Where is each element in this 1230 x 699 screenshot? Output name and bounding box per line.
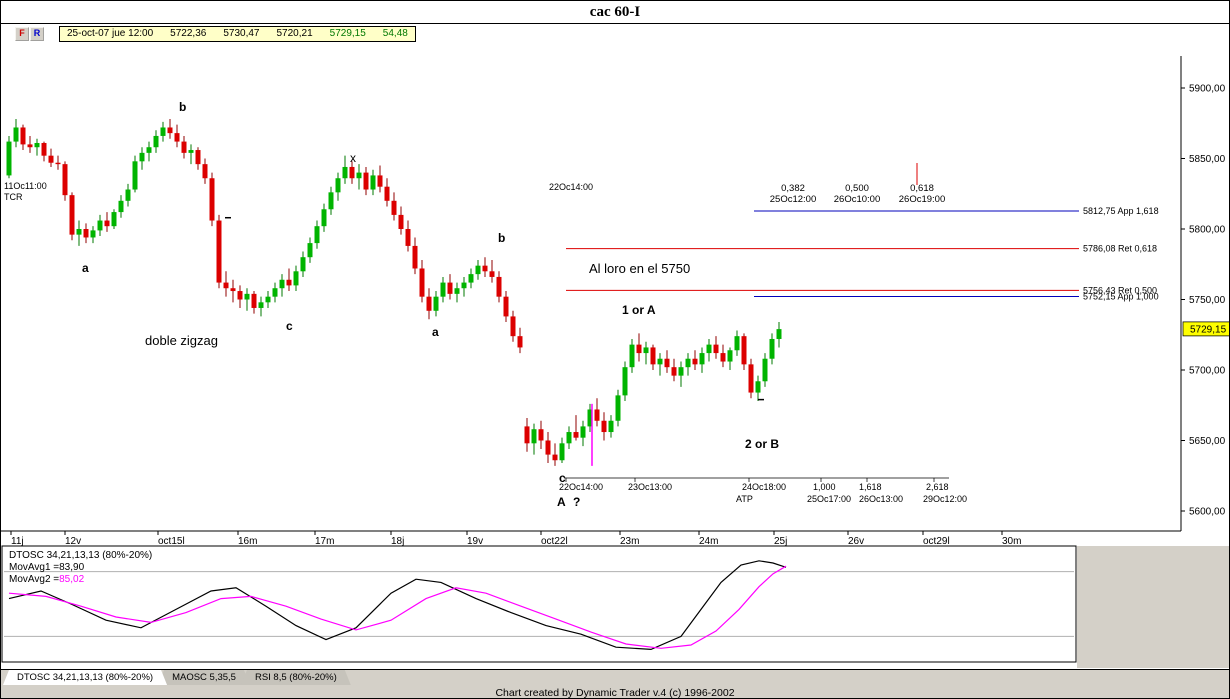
svg-text:1,618: 1,618	[859, 482, 882, 492]
svg-text:5750,00: 5750,00	[1189, 295, 1226, 306]
last-price-badge: 5729,15	[1182, 321, 1229, 337]
svg-text:b: b	[498, 231, 505, 245]
svg-text:5756,43 Ret 0,500: 5756,43 Ret 0,500	[1083, 285, 1157, 295]
svg-text:18j: 18j	[391, 536, 404, 547]
dtosc-line	[8, 560, 787, 651]
svg-text:5786,08 Ret 0,618: 5786,08 Ret 0,618	[1083, 244, 1157, 254]
tab-rsi[interactable]: RSI 8,5 (80%-20%)	[241, 670, 351, 685]
svg-text:5900,00: 5900,00	[1189, 84, 1226, 95]
quote-low: 5720,21	[276, 28, 313, 39]
time-axis: 11j 12v oct15l 16m 17m 18j 19v oct22l 23m 24m 25j 2…	[1, 530, 1181, 547]
oscillator-panel: DTOSC 34,21,13,13 (80%-20%)MovAvg1 =83,9…	[1, 545, 1077, 663]
svg-text:ATP: ATP	[736, 494, 753, 504]
svg-text:23Oc13:00: 23Oc13:00	[628, 482, 672, 492]
svg-text:26Oc19:00: 26Oc19:00	[899, 194, 945, 205]
svg-text:0,618: 0,618	[910, 183, 934, 194]
svg-text:5600,00: 5600,00	[1189, 507, 1226, 518]
bar-markers	[225, 216, 764, 401]
quote-strip: 25-oct-07 jue 12:00 5722,36 5730,47 5720…	[59, 25, 416, 42]
quote-high: 5730,47	[223, 28, 260, 39]
svg-text:oct22l: oct22l	[541, 536, 568, 547]
indicator-tabs: DTOSC 34,21,13,13 (80%-20%) MAOSC 5,35,5…	[1, 670, 1229, 686]
svg-text:a: a	[432, 325, 439, 339]
svg-text:30m: 30m	[1002, 536, 1021, 547]
tab-dtosc[interactable]: DTOSC 34,21,13,13 (80%-20%)	[3, 670, 167, 685]
svg-text:0,500: 0,500	[845, 183, 869, 194]
movavg1-label: MovAvg1 =83,90	[9, 562, 85, 573]
svg-text:25j: 25j	[774, 536, 787, 547]
svg-text:2 or B: 2 or B	[745, 437, 779, 451]
svg-text:1,000: 1,000	[813, 482, 836, 492]
svg-text:24m: 24m	[699, 536, 718, 547]
svg-text:19v: 19v	[467, 536, 483, 547]
svg-text:24Oc18:00: 24Oc18:00	[742, 482, 786, 492]
svg-text:0,382: 0,382	[781, 183, 805, 194]
fib-price-lines: 5812,75 App 1,618 5786,08 Ret 0,618 5756,4…	[566, 206, 1159, 301]
svg-text:26Oc13:00: 26Oc13:00	[859, 494, 903, 504]
svg-text:11j: 11j	[11, 536, 24, 547]
movavg2-label: MovAvg2 =85,02	[9, 574, 85, 585]
movavg2-line	[8, 565, 787, 649]
svg-text:23m: 23m	[620, 536, 639, 547]
footer-credit: Chart created by Dynamic Trader v.4 (c) …	[495, 687, 735, 699]
svg-text:5752,15 App 1,000: 5752,15 App 1,000	[1083, 291, 1159, 301]
svg-text:oct29l: oct29l	[923, 536, 950, 547]
svg-text:b: b	[179, 100, 186, 114]
svg-text:A: A	[557, 495, 566, 509]
svg-text:5812,75 App 1,618: 5812,75 App 1,618	[1083, 206, 1159, 216]
svg-text:12v: 12v	[65, 536, 81, 547]
svg-text:22Oc14:00: 22Oc14:00	[549, 182, 593, 192]
svg-text:?: ?	[573, 495, 580, 509]
svg-text:26v: 26v	[848, 536, 864, 547]
svg-text:5729,15: 5729,15	[1190, 324, 1227, 335]
quote-open: 5722,36	[170, 28, 207, 39]
svg-text:17m: 17m	[315, 536, 334, 547]
infobar: F R 25-oct-07 jue 12:00 5722,36 5730,47 …	[1, 25, 416, 42]
svg-text:c: c	[559, 471, 566, 485]
svg-text:TCR: TCR	[4, 192, 23, 202]
quote-datetime: 25-oct-07 jue 12:00	[67, 28, 154, 39]
r-button[interactable]: R	[30, 26, 44, 41]
svg-text:oct15l: oct15l	[158, 536, 185, 547]
tab-maosc[interactable]: MAOSC 5,35,5	[158, 670, 250, 685]
quote-close: 5729,15	[329, 28, 366, 39]
svg-text:2,618: 2,618	[926, 482, 949, 492]
svg-text:doble zigzag: doble zigzag	[145, 333, 218, 348]
svg-text:22Oc14:00: 22Oc14:00	[559, 482, 603, 492]
quote-change: 54,48	[382, 28, 408, 39]
bottom-bar: DTOSC 34,21,13,13 (80%-20%) MAOSC 5,35,5…	[1, 669, 1229, 699]
chart-title: cac 60-I	[1, 1, 1229, 24]
svg-text:5800,00: 5800,00	[1189, 225, 1226, 236]
svg-text:16m: 16m	[238, 536, 257, 547]
svg-text:25Oc17:00: 25Oc17:00	[807, 494, 851, 504]
svg-text:26Oc10:00: 26Oc10:00	[834, 194, 880, 205]
side-fill	[1077, 546, 1229, 668]
svg-text:1 or A: 1 or A	[622, 303, 656, 317]
svg-text:5650,00: 5650,00	[1189, 436, 1226, 447]
candlesticks	[6, 119, 782, 466]
svg-text:11Oc11:00: 11Oc11:00	[4, 181, 47, 191]
svg-text:Al loro en el 5750: Al loro en el 5750	[589, 261, 690, 276]
svg-text:c: c	[286, 319, 293, 333]
price-axis: 5900,00 5850,00 5800,00 5750,00 5700,00 5650,…	[1180, 56, 1226, 531]
svg-text:x: x	[350, 151, 356, 165]
oscillator-title: DTOSC 34,21,13,13 (80%-20%)	[9, 550, 152, 561]
svg-text:29Oc12:00: 29Oc12:00	[923, 494, 967, 504]
svg-text:25Oc12:00: 25Oc12:00	[770, 194, 816, 205]
svg-text:5700,00: 5700,00	[1189, 366, 1226, 377]
svg-text:5850,00: 5850,00	[1189, 154, 1226, 165]
time-projection: 22Oc14:00 23Oc13:00 24Oc18:00 1,000 1,618 2,6…	[559, 477, 967, 504]
f-button[interactable]: F	[15, 26, 29, 41]
svg-text:a: a	[82, 261, 89, 275]
